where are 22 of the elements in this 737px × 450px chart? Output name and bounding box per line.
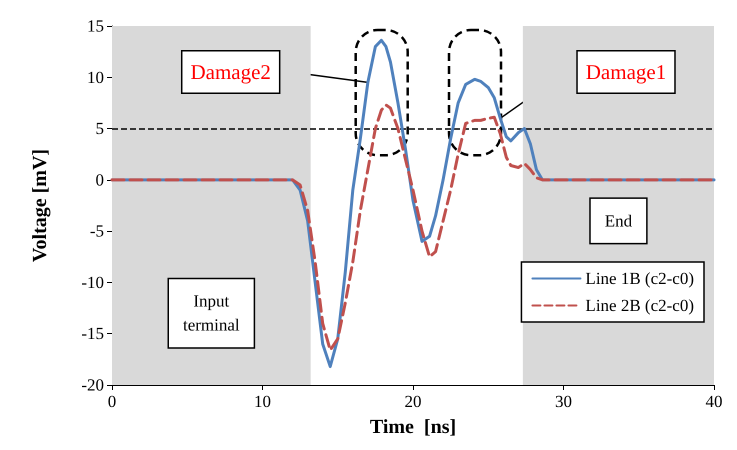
y-tick-label: 5 — [96, 119, 104, 138]
annotation: Damage1 — [586, 60, 666, 84]
x-axis-title: Time [ns] — [370, 416, 456, 438]
x-tick-label: 20 — [404, 392, 422, 411]
band-label: Input terminal — [183, 292, 240, 335]
y-tick-label: 15 — [87, 16, 104, 36]
y-tick-label: -10 — [81, 272, 104, 292]
x-tick-label: 30 — [555, 392, 572, 411]
line-series — [110, 103, 716, 352]
legend-label: Line 1B (c2-c0) — [585, 269, 694, 288]
y-tick-label: -20 — [81, 376, 104, 394]
x-tick-label: 10 — [254, 392, 271, 411]
y-tick-label: -5 — [90, 222, 104, 241]
y-axis-title: Voltage [mV] — [29, 148, 51, 262]
band-label: End — [604, 211, 633, 230]
y-tick-label: -15 — [81, 324, 104, 344]
annotation: Damage2 — [190, 60, 271, 84]
y-tick-label: 10 — [87, 68, 104, 87]
x-tick-label: 0 — [108, 392, 116, 411]
legend-label: Line 2B (c2-c0) — [585, 296, 694, 315]
x-tick-label: 40 — [706, 392, 722, 411]
y-tick-label: 0 — [96, 170, 104, 190]
